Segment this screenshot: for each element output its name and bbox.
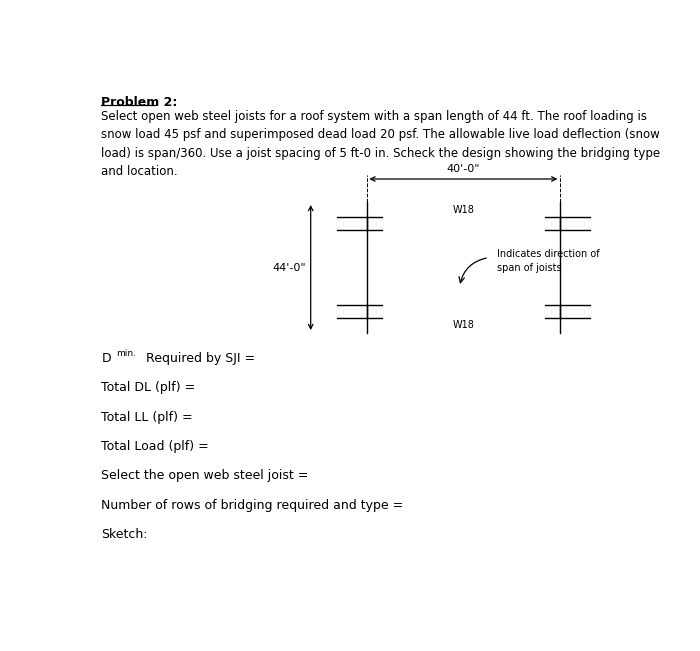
Text: 40'-0": 40'-0" xyxy=(447,163,480,174)
Text: D: D xyxy=(102,352,111,365)
Text: Number of rows of bridging required and type =: Number of rows of bridging required and … xyxy=(102,499,404,512)
Text: Select the open web steel joist =: Select the open web steel joist = xyxy=(102,469,309,482)
Text: Total Load (plf) =: Total Load (plf) = xyxy=(102,440,209,453)
Text: Problem 2:: Problem 2: xyxy=(102,96,178,109)
Text: W18: W18 xyxy=(452,320,475,330)
Text: 44'-0": 44'-0" xyxy=(272,262,306,273)
Text: Indicates direction of
span of joists: Indicates direction of span of joists xyxy=(497,249,599,273)
Text: Select open web steel joists for a roof system with a span length of 44 ft. The : Select open web steel joists for a roof … xyxy=(102,109,661,178)
Text: Sketch:: Sketch: xyxy=(102,528,148,541)
Text: Total LL (plf) =: Total LL (plf) = xyxy=(102,411,193,424)
Text: Total DL (plf) =: Total DL (plf) = xyxy=(102,381,196,395)
Text: Required by SJI =: Required by SJI = xyxy=(141,352,255,365)
Text: W18: W18 xyxy=(452,205,475,215)
Text: min.: min. xyxy=(116,349,136,358)
